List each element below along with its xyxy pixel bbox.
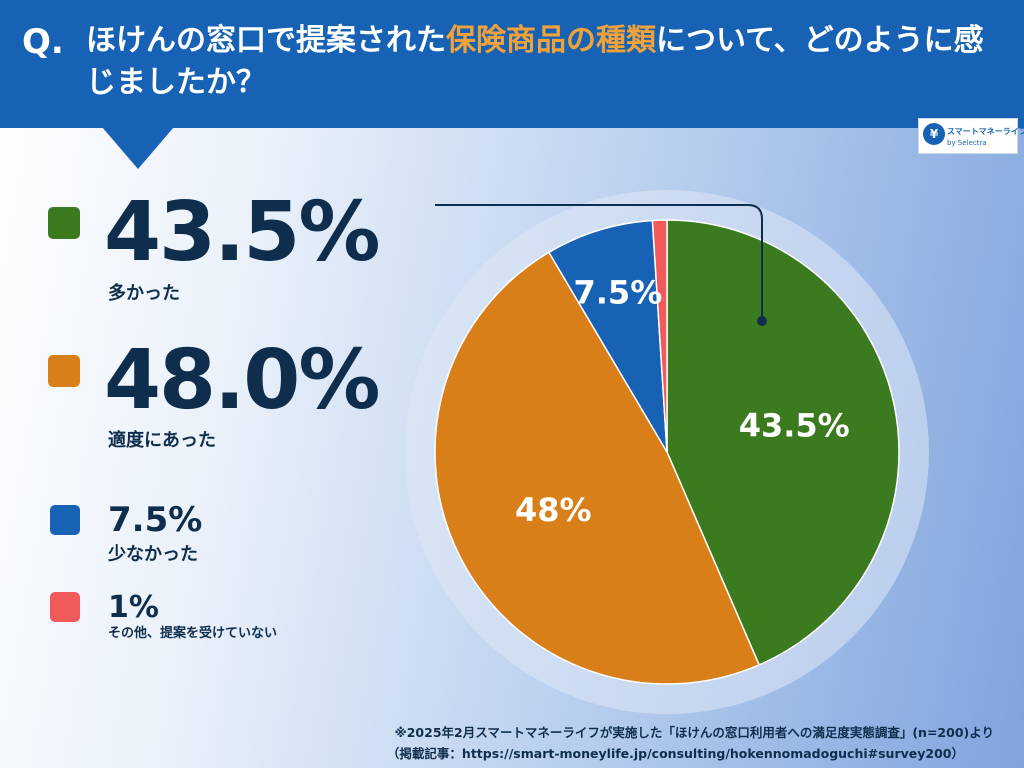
question-text-after: について、どのように感じましたか？	[86, 23, 984, 100]
legend-swatch-blue	[50, 505, 80, 535]
legend-label-moderate: 適度にあった	[108, 430, 216, 451]
question-mark: Q.	[22, 22, 64, 62]
legend-pct-moderate: 48.0%	[104, 333, 380, 428]
pie-slice-2	[547, 219, 668, 453]
pie-slice-label-2: 7.5%	[574, 273, 663, 311]
legend-label-many: 多かった	[108, 283, 180, 304]
legend-swatch-green	[48, 207, 80, 239]
pie-slice-0	[666, 219, 900, 666]
callout-dot	[757, 316, 767, 326]
footer-article: （掲載記事：https://smart-moneylife.jp/consult…	[386, 746, 964, 761]
legend-pct-many: 43.5%	[104, 185, 380, 280]
piggy-bank-icon: ¥	[923, 123, 945, 145]
footer-source: ※2025年2月スマートマネーライフが実施した「ほけんの窓口利用者への満足度実態…	[394, 725, 994, 740]
legend-pct-other: 1%	[108, 590, 159, 625]
pie-slice-3	[651, 219, 668, 453]
pie-slice-label-1: 48%	[515, 491, 592, 529]
legend-swatch-red	[50, 592, 80, 622]
callout-line	[435, 204, 763, 320]
question-text-before: ほけんの窓口で提案された	[86, 23, 446, 58]
legend-pct-few: 7.5%	[108, 500, 203, 540]
header-pointer	[102, 127, 174, 169]
question-text-highlight: 保険商品の種類	[446, 23, 656, 58]
pie-slice-label-0: 43.5%	[739, 407, 850, 445]
legend-label-few: 少なかった	[108, 544, 198, 565]
pie-slice-1	[434, 251, 761, 685]
legend-swatch-orange	[48, 355, 80, 387]
legend-label-other: その他、提案を受けていない	[108, 626, 278, 641]
logo-sub: by Selectra	[947, 139, 987, 147]
question-header: Q. ほけんの窓口で提案された保険商品の種類について、どのように感じましたか？	[0, 0, 1024, 128]
question-text: ほけんの窓口で提案された保険商品の種類について、どのように感じましたか？	[86, 20, 996, 104]
brand-logo: ¥ スマートマネーライフ by Selectra	[918, 118, 1024, 154]
logo-name: スマートマネーライフ	[947, 127, 1024, 136]
